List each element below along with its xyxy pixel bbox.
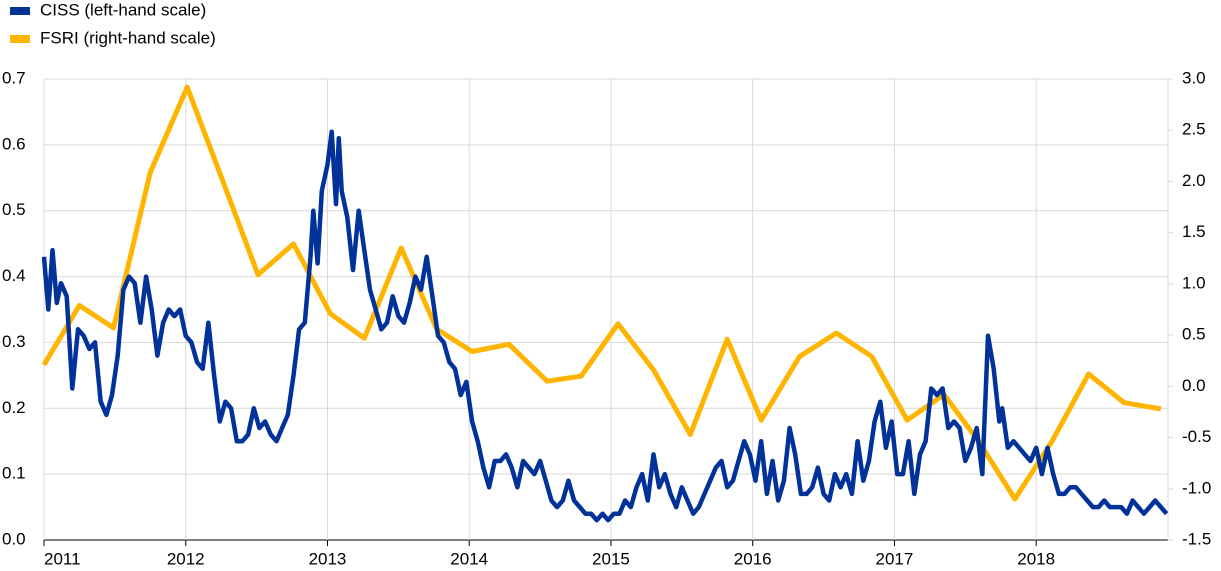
- y-tick-label: 0.0: [2, 529, 26, 548]
- y-tick-label: 0.2: [2, 398, 26, 417]
- y-tick-label: 0.3: [2, 332, 26, 351]
- y2-tick-label: -0.5: [1182, 427, 1211, 446]
- y2-tick-label: 1.0: [1182, 273, 1206, 292]
- y2-tick-label: 2.0: [1182, 171, 1206, 190]
- y2-tick-label: 1.5: [1182, 222, 1206, 241]
- x-tick-label: 2018: [1017, 549, 1055, 568]
- y2-tick-label: 2.5: [1182, 120, 1206, 139]
- legend-label: FSRI (right-hand scale): [40, 28, 216, 47]
- x-tick-label: 2015: [592, 549, 630, 568]
- series-line: [41, 129, 1169, 523]
- y2-tick-label: -1.0: [1182, 478, 1211, 497]
- y2-tick-label: 0.5: [1182, 325, 1206, 344]
- legend-swatch: [10, 7, 30, 15]
- legend-swatch: [10, 35, 30, 43]
- x-tick-label: 2013: [309, 549, 347, 568]
- legend-label: CISS (left-hand scale): [40, 0, 206, 19]
- x-tick-label: 2017: [876, 549, 914, 568]
- y2-tick-label: -1.5: [1182, 529, 1211, 548]
- y-tick-label: 0.6: [2, 134, 26, 153]
- x-tick-label: 2016: [734, 549, 772, 568]
- x-tick-label: 2011: [44, 549, 81, 568]
- y-tick-label: 0.1: [2, 464, 26, 483]
- x-tick-label: 2014: [450, 549, 488, 568]
- series-line: [41, 84, 1162, 502]
- y2-tick-label: 3.0: [1182, 68, 1206, 87]
- x-tick-label: 2012: [167, 549, 205, 568]
- y-tick-label: 0.4: [2, 266, 26, 285]
- y-tick-label: 0.5: [2, 200, 26, 219]
- y-tick-label: 0.7: [2, 68, 26, 87]
- y2-tick-label: 0.0: [1182, 376, 1206, 395]
